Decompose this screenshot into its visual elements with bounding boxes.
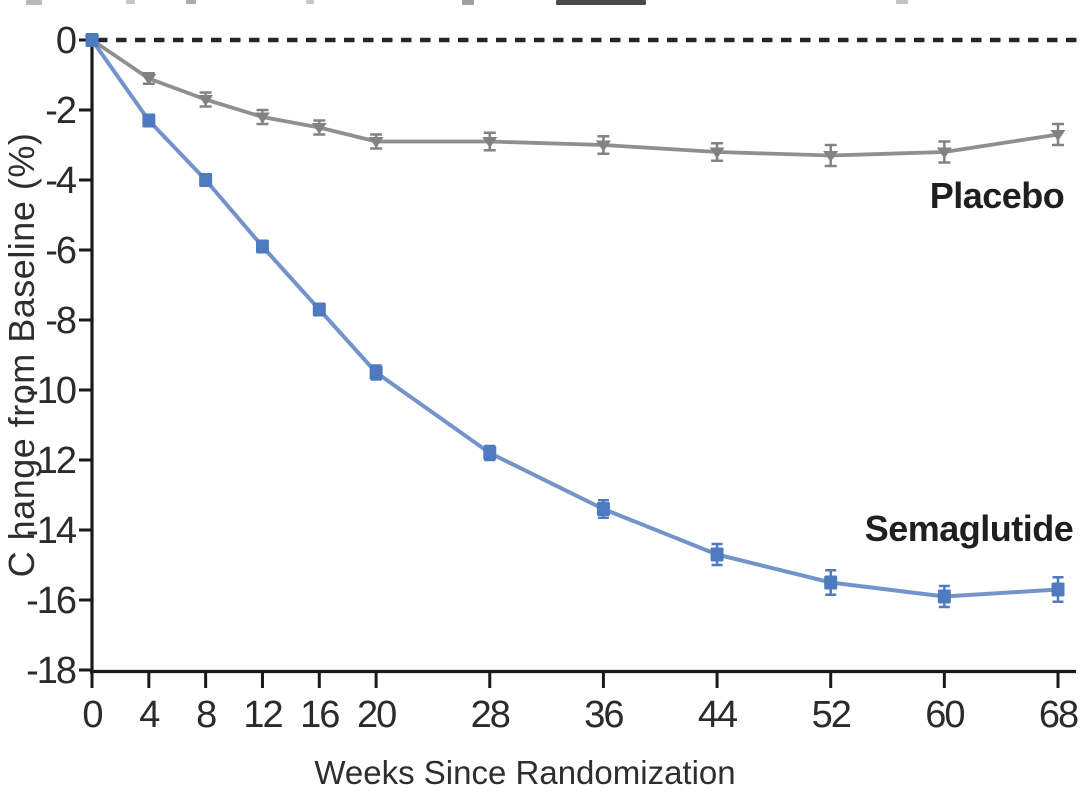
data-point-marker <box>368 137 384 148</box>
y-tick-label: -12 <box>26 440 76 482</box>
x-tick-label: 4 <box>139 694 160 736</box>
data-point-marker <box>255 239 269 254</box>
data-point-marker <box>595 140 611 152</box>
y-tick-label: -4 <box>45 160 77 202</box>
axes <box>90 38 1076 674</box>
cropped-text-artifact <box>896 0 908 4</box>
data-point-marker <box>824 575 838 590</box>
y-tick-label: -8 <box>45 300 76 342</box>
data-point-marker <box>199 173 213 187</box>
x-tick-label: 36 <box>584 694 623 736</box>
data-point-marker <box>936 147 952 159</box>
x-tick-label: 8 <box>196 694 216 736</box>
data-point-marker <box>937 589 951 604</box>
data-point-marker <box>709 147 725 159</box>
y-tick-label: -2 <box>45 90 76 132</box>
cropped-text-artifact <box>26 0 42 5</box>
data-point-marker <box>312 302 326 317</box>
data-point-marker <box>311 123 327 134</box>
cropped-text-artifact <box>306 0 314 4</box>
y-tick-label: -16 <box>26 580 76 622</box>
data-point-marker <box>369 365 383 380</box>
y-tick-label: -14 <box>26 510 77 552</box>
cropped-text-artifact <box>556 0 646 5</box>
x-tick-label: 12 <box>243 694 282 736</box>
y-tick-label: -6 <box>45 230 76 272</box>
cropped-text-artifact <box>126 0 135 4</box>
y-axis-title: C hange from Baseline (%) <box>1 132 42 578</box>
series-line <box>90 38 1060 599</box>
semaglutide-series-label: Semaglutide <box>864 508 1074 549</box>
y-tick-label: -18 <box>26 650 76 692</box>
y-tick-label: -10 <box>26 370 76 412</box>
x-tick-label: 28 <box>471 694 510 736</box>
data-point-marker <box>823 151 839 162</box>
x-tick-label: 20 <box>357 694 396 736</box>
placebo-series-label: Placebo <box>929 175 1065 216</box>
data-point-marker <box>1050 130 1066 141</box>
x-tick-label: 0 <box>82 694 102 736</box>
x-axis-ticks: 0 4 8 12 16 20 28 36 44 52 60 68 <box>82 671 1080 736</box>
data-point-marker <box>254 112 270 124</box>
x-tick-label: 44 <box>698 694 738 736</box>
data-point-marker <box>483 446 497 460</box>
x-tick-label: 68 <box>1039 694 1078 736</box>
series-line <box>90 38 1060 158</box>
data-point-marker <box>710 547 724 562</box>
cropped-text-artifact <box>186 0 196 4</box>
x-tick-label: 16 <box>300 694 339 736</box>
x-tick-label: 52 <box>812 694 851 736</box>
data-point-marker <box>482 137 498 148</box>
data-point-marker <box>198 95 214 106</box>
y-tick-label: 0 <box>56 20 76 62</box>
data-point-marker <box>596 502 610 516</box>
x-tick-label: 60 <box>925 694 964 736</box>
data-point-marker <box>85 33 99 47</box>
data-point-marker <box>141 74 157 85</box>
cropped-text-artifact <box>462 0 474 5</box>
placebo-series <box>84 35 1066 168</box>
semaglutide-series <box>85 33 1065 609</box>
data-point-marker <box>1051 582 1065 597</box>
y-axis-ticks: 0 -2 -4 -6 -8 -10 -12 -14 -16 -18 <box>26 20 92 692</box>
data-point-marker <box>142 113 156 128</box>
x-axis-title: Weeks Since Randomization <box>314 754 736 791</box>
